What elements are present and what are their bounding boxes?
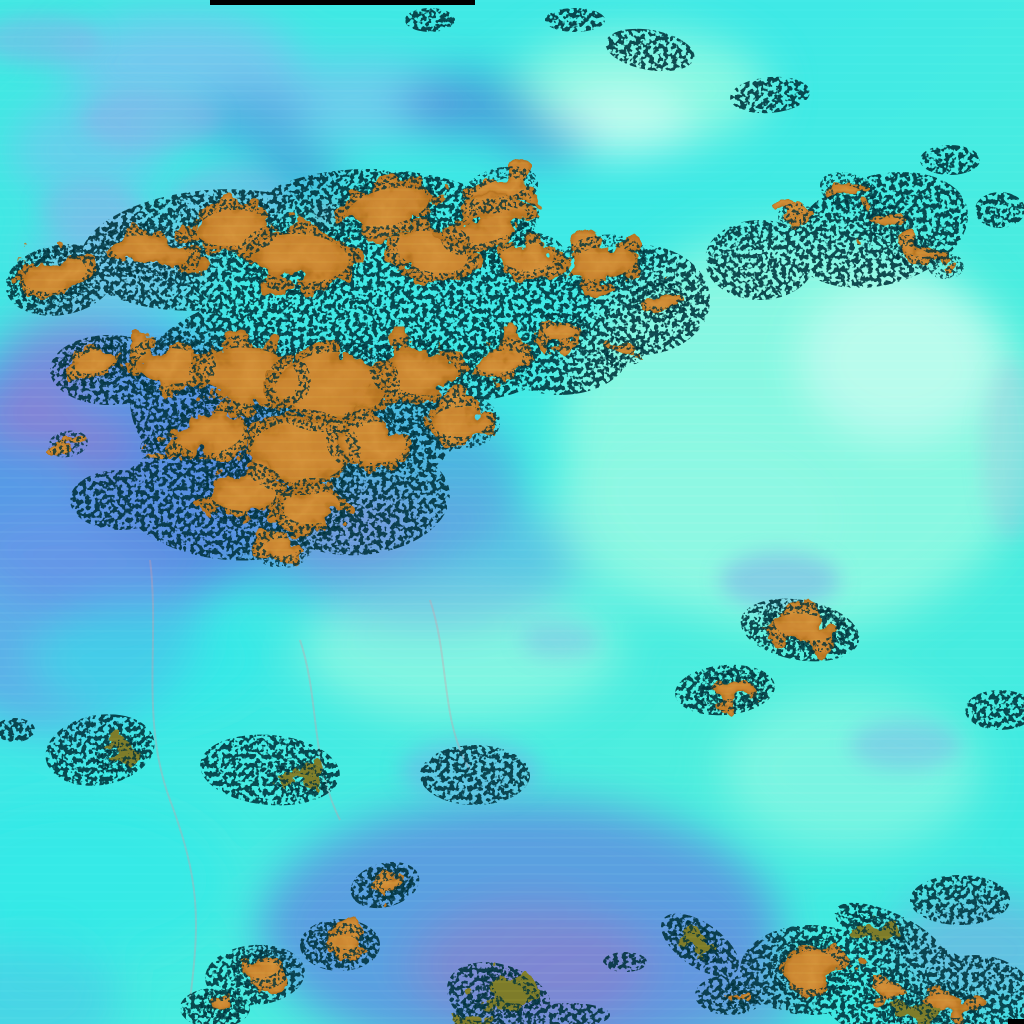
bottom-right-black-mark (1008, 1019, 1024, 1024)
top-edge-black-line (210, 0, 475, 5)
